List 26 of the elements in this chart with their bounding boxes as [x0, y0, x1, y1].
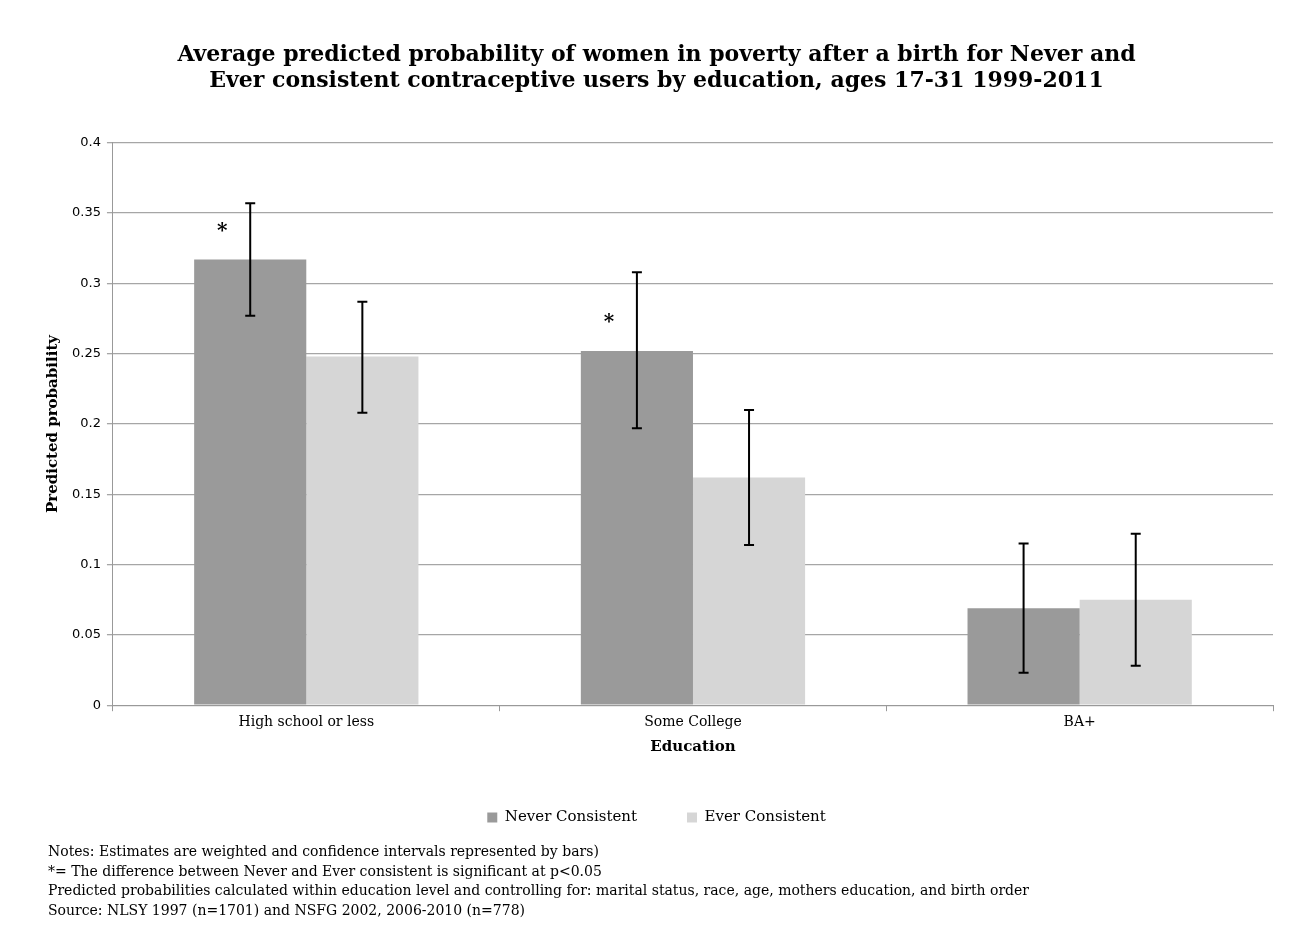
text: Predicted probabilities calculated within education level and controlling for: marital status, race, age, mothers education, and birth order — [48, 881, 1030, 900]
x-tick-label: High school or less — [238, 713, 375, 730]
text: *= The difference between Never and Ever consistent is significant at p<0.05 — [48, 861, 603, 881]
legend-label: Ever Consistent — [704, 807, 826, 826]
x-axis-title: Education — [650, 736, 736, 755]
y-tick-label: 0.4 — [80, 134, 101, 150]
text: Notes: Estimates are weighted and confidence intervals represented by bars) — [48, 842, 600, 861]
y-tick-label: 0.1 — [80, 555, 101, 571]
x-tick-label: Some College — [644, 713, 742, 730]
data-label: * — [603, 309, 615, 334]
y-tick-label: 0.25 — [71, 345, 101, 361]
x-tick-label: BA+ — [1063, 713, 1096, 730]
bar — [692, 477, 806, 705]
chart-title: Average predicted probability of women in poverty after a birth for Never and Ever consistent contraceptive users by education, ages 17-31 1999-2011 — [176, 39, 1136, 93]
data-label: * — [216, 217, 228, 242]
source-note: Source: NLSY 1997 (n=1701) and NSFG 2002, 2006-2010 (n=778) — [48, 900, 526, 920]
y-tick-label: 0.35 — [71, 204, 101, 220]
y-tick-label: 0 — [92, 696, 101, 712]
legend-label: Never Consistent — [504, 807, 638, 826]
y-tick-label: 0.05 — [71, 626, 101, 642]
y-tick-label: 0.2 — [80, 415, 101, 431]
y-tick-label: 0.15 — [71, 485, 101, 501]
y-axis-title: Predicted probability — [42, 333, 61, 514]
bar — [1079, 599, 1192, 705]
bar — [306, 356, 419, 705]
y-tick-label: 0.3 — [80, 274, 101, 290]
